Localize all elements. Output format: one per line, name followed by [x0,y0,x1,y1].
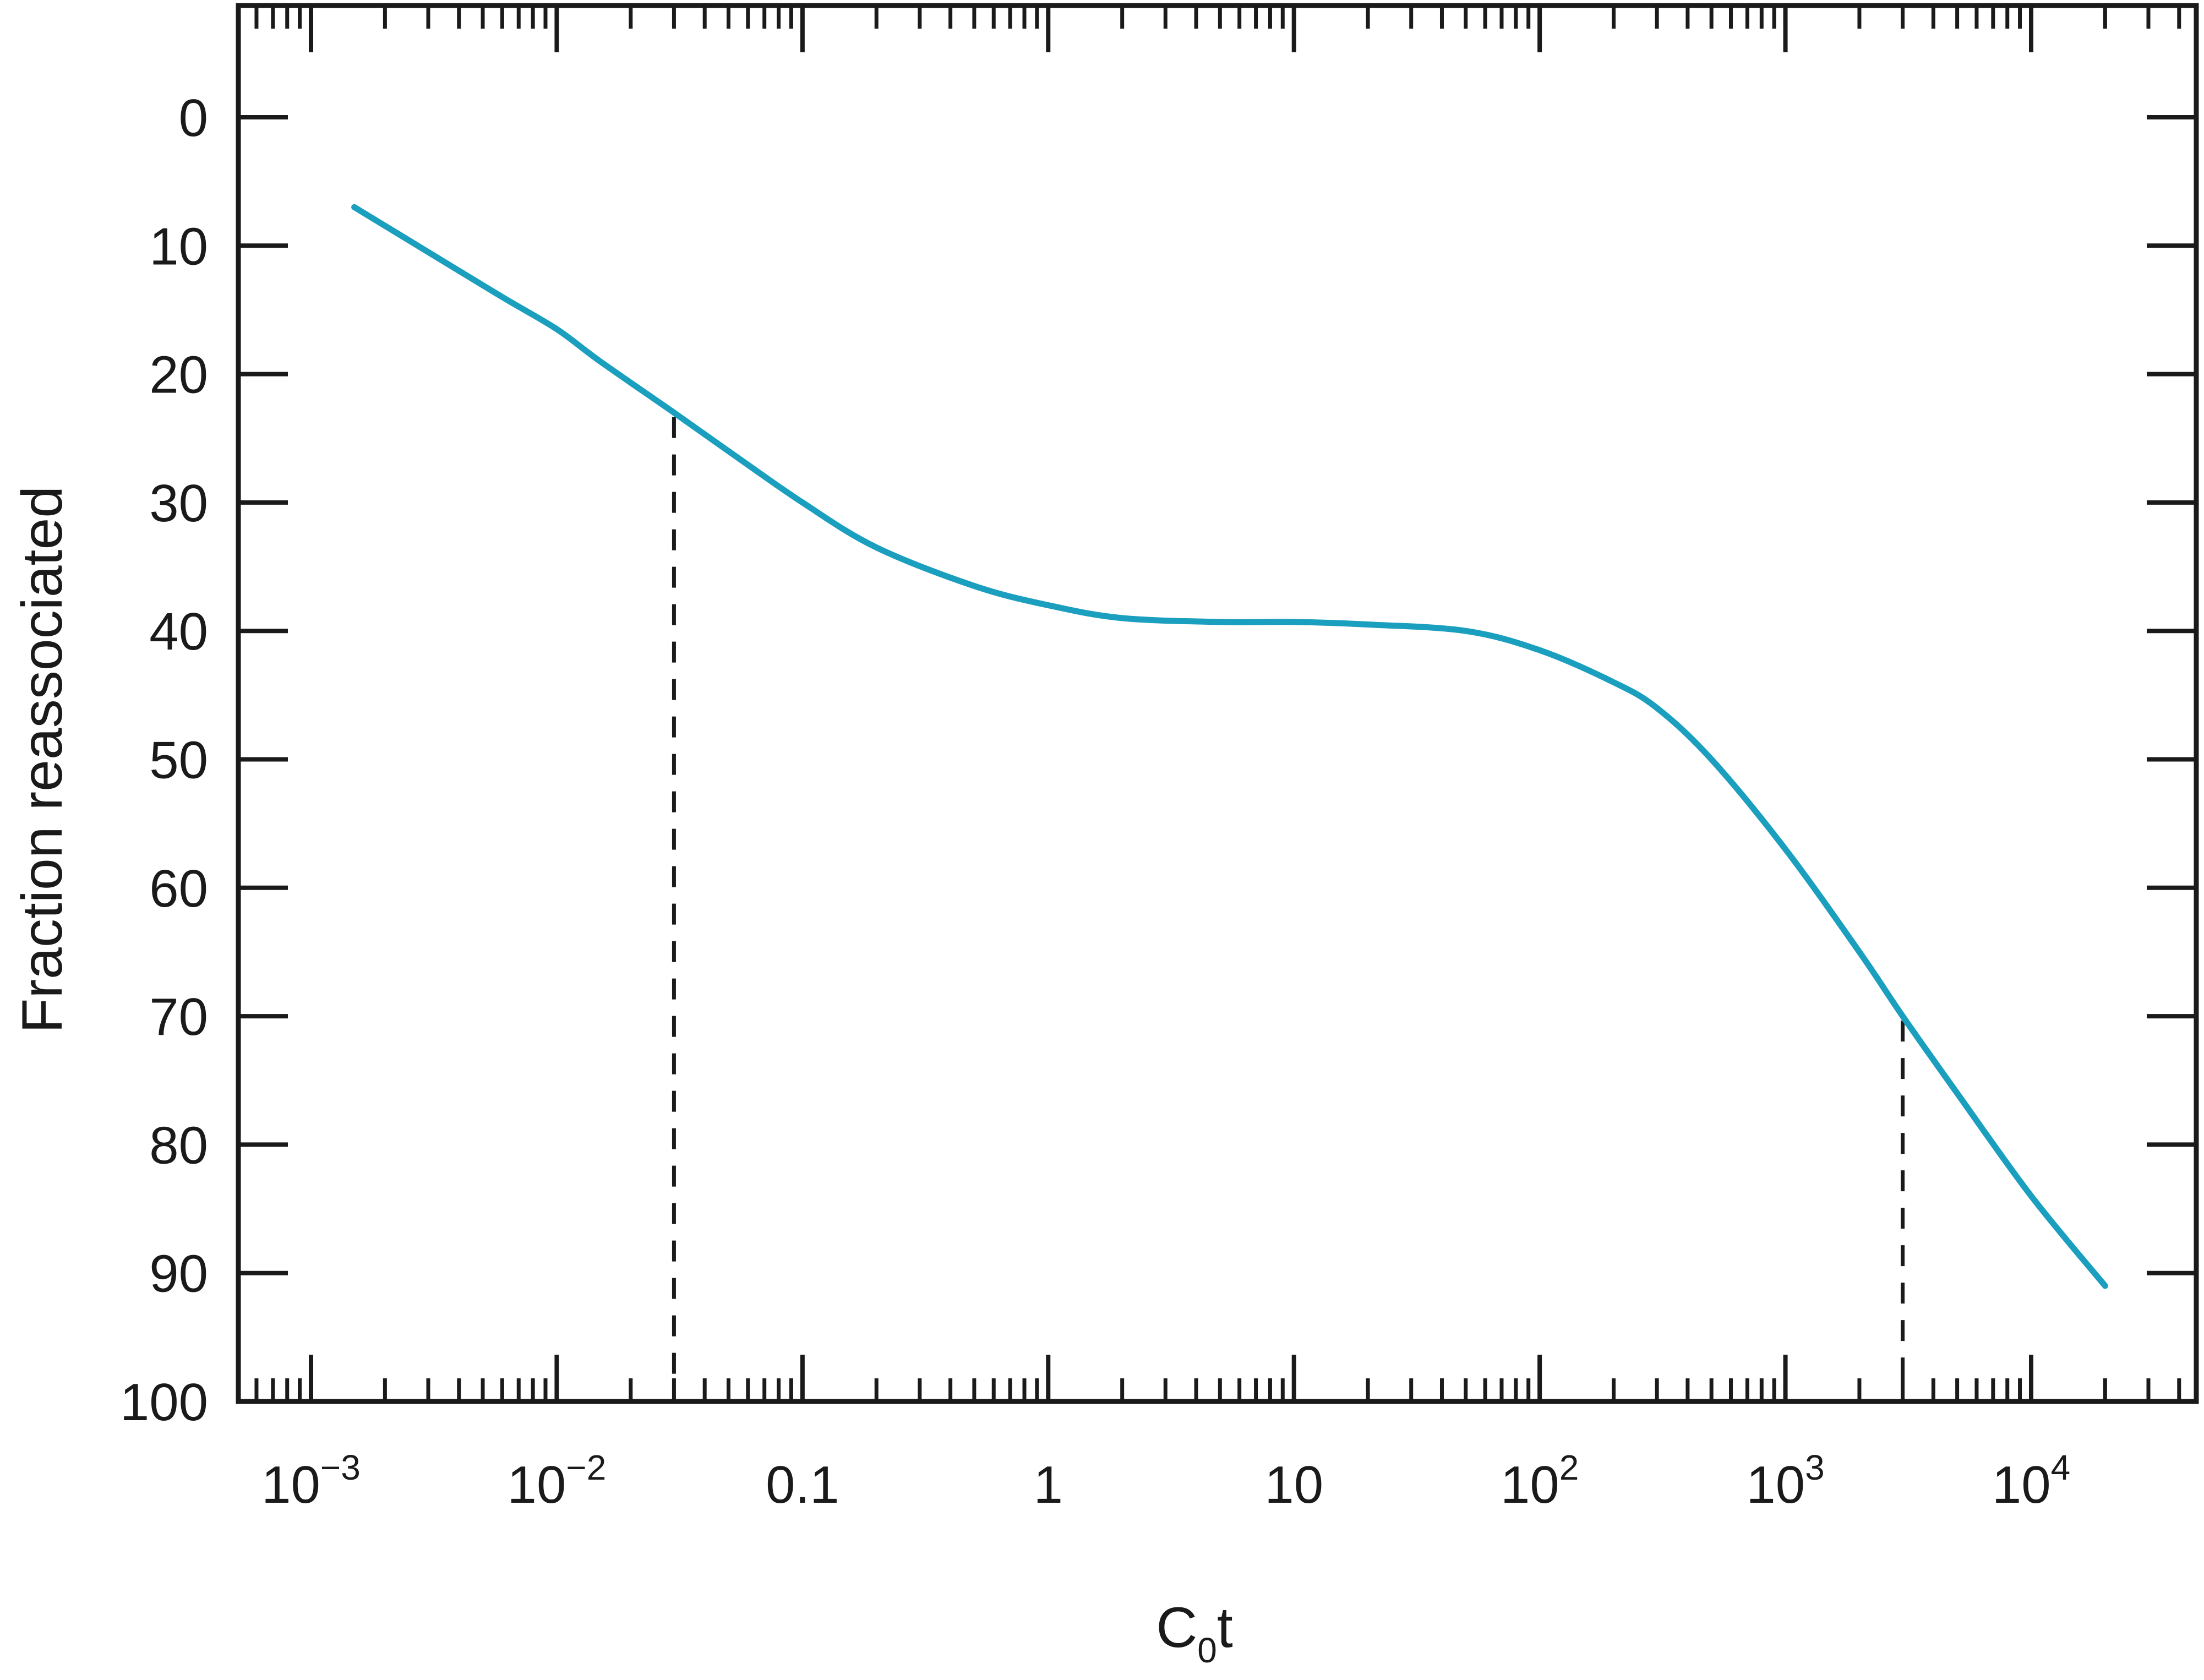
x-tick-label: 10−2 [508,1448,607,1514]
y-tick-label: 100 [120,1373,208,1432]
x-axis-title-main: C [1156,1596,1197,1660]
y-tick-label: 0 [179,89,208,148]
y-tick-labels: 0 10 20 30 40 50 60 70 80 90 100 [120,89,208,1432]
y-tick-label: 30 [149,474,208,533]
x-tick-labels: 10−3 10−2 0.1 1 10 102 103 104 [261,1448,2070,1514]
x-tick-label: 1 [1034,1455,1063,1514]
y-tick-label: 20 [149,346,208,405]
x-tick-label: 0.1 [766,1455,839,1514]
x-tick-label: 104 [1992,1448,2070,1514]
y-tick-label: 60 [149,859,208,918]
y-tick-label: 80 [149,1116,208,1175]
series-line [351,204,2108,1289]
reference-lines [672,417,1905,1390]
plot-frame [236,3,2199,1404]
y-tick-label: 70 [149,988,208,1046]
y-tick-label: 10 [149,217,208,276]
x-axis-title-sub: 0 [1197,1630,1217,1670]
x-tick-label: 103 [1746,1448,1824,1514]
x-tick-label: 10−3 [261,1448,361,1514]
x-tick-label: 10 [1264,1455,1323,1514]
x-axis-title-tail: t [1217,1596,1233,1660]
x-axis-title: C0t [1156,1596,1233,1670]
y-tick-label: 40 [149,602,208,661]
x-tick-label: 102 [1501,1448,1579,1514]
major-ticks [238,6,2196,1401]
y-tick-label: 90 [149,1245,208,1303]
y-axis-title: Fraction reassociated [10,486,74,1033]
minor-ticks [254,6,2181,1401]
y-tick-label: 50 [149,731,208,790]
